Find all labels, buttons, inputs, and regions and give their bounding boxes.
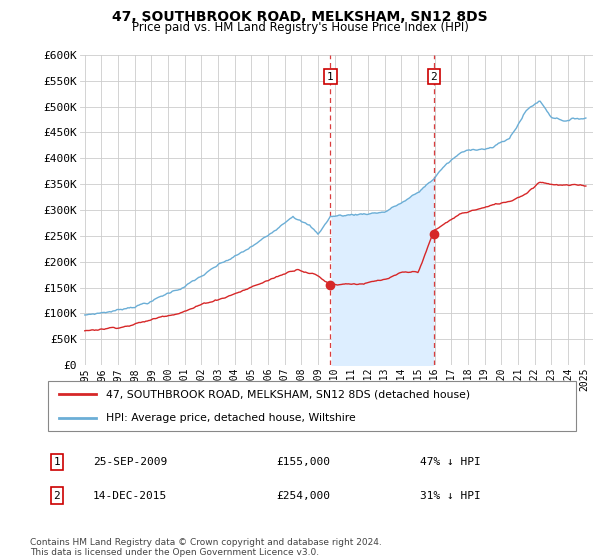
Text: 1: 1 bbox=[53, 457, 61, 467]
Text: HPI: Average price, detached house, Wiltshire: HPI: Average price, detached house, Wilt… bbox=[106, 413, 356, 423]
Text: £155,000: £155,000 bbox=[276, 457, 330, 467]
Text: 25-SEP-2009: 25-SEP-2009 bbox=[93, 457, 167, 467]
Text: Price paid vs. HM Land Registry's House Price Index (HPI): Price paid vs. HM Land Registry's House … bbox=[131, 21, 469, 34]
Text: Contains HM Land Registry data © Crown copyright and database right 2024.
This d: Contains HM Land Registry data © Crown c… bbox=[30, 538, 382, 557]
Text: 1: 1 bbox=[327, 72, 334, 82]
Text: 2: 2 bbox=[53, 491, 61, 501]
Text: 47% ↓ HPI: 47% ↓ HPI bbox=[420, 457, 481, 467]
Text: 47, SOUTHBROOK ROAD, MELKSHAM, SN12 8DS: 47, SOUTHBROOK ROAD, MELKSHAM, SN12 8DS bbox=[112, 10, 488, 24]
Text: 2: 2 bbox=[431, 72, 437, 82]
Text: £254,000: £254,000 bbox=[276, 491, 330, 501]
FancyBboxPatch shape bbox=[48, 381, 576, 431]
Text: 31% ↓ HPI: 31% ↓ HPI bbox=[420, 491, 481, 501]
Text: 47, SOUTHBROOK ROAD, MELKSHAM, SN12 8DS (detached house): 47, SOUTHBROOK ROAD, MELKSHAM, SN12 8DS … bbox=[106, 389, 470, 399]
Text: 14-DEC-2015: 14-DEC-2015 bbox=[93, 491, 167, 501]
